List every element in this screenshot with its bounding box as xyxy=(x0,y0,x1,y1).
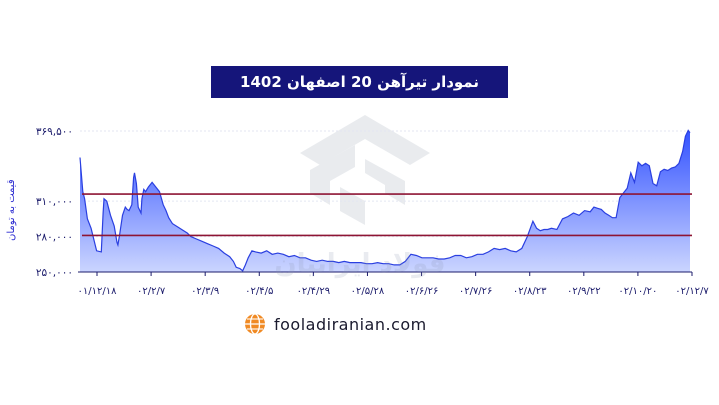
watermark-text: فولاد ایرانیان xyxy=(274,249,445,279)
x-tick-label-1: ۰۲/۲/۷ xyxy=(137,286,166,297)
y-tick-label-0: ۳۶۹,۵۰۰ xyxy=(36,126,73,138)
price-line xyxy=(79,129,691,272)
footer-site: fooladiranian.com xyxy=(244,312,427,336)
globe-icon xyxy=(245,313,265,335)
y-tick-label-2: ۲۸۰,۰۰۰ xyxy=(36,232,73,244)
x-tick-label-0: ۰۱/۱۲/۱۸ xyxy=(78,286,118,297)
x-tick-label-8: ۰۲/۸/۲۳ xyxy=(513,286,547,297)
price-area xyxy=(80,130,690,272)
x-tick-label-9: ۰۲/۹/۲۲ xyxy=(567,286,601,297)
chart-title: نمودار تیرآهن 20 اصفهان 1402 xyxy=(211,66,508,98)
site-url[interactable]: fooladiranian.com xyxy=(274,314,427,334)
y-tick-label-1: ۳۱۰,۰۰۰ xyxy=(36,196,73,208)
x-tick-label-7: ۰۲/۷/۲۶ xyxy=(459,286,493,297)
y-tick-label-3: ۲۵۰,۰۰۰ xyxy=(36,267,73,279)
x-tick-label-3: ۰۲/۴/۵ xyxy=(245,286,273,297)
x-tick-label-10: ۰۲/۱۰/۲۰ xyxy=(618,286,657,297)
x-tick-label-6: ۰۲/۶/۲۶ xyxy=(405,286,439,297)
x-tick-label-2: ۰۲/۳/۹ xyxy=(191,286,219,297)
x-tick-label-11: ۰۲/۱۲/۷ xyxy=(675,286,709,297)
x-tick-label-5: ۰۲/۵/۲۸ xyxy=(351,286,385,297)
x-tick-label-4: ۰۲/۴/۲۹ xyxy=(297,286,331,297)
